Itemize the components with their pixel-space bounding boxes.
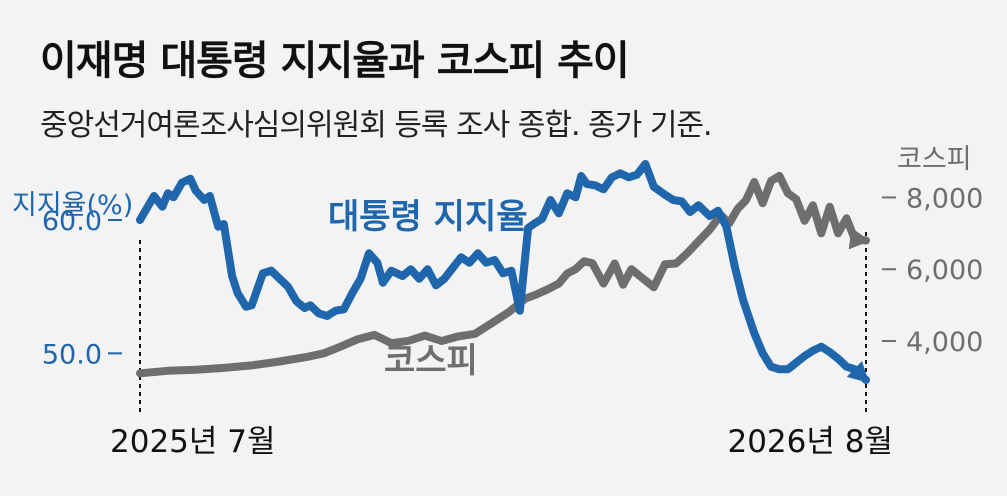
- approval-end-arrow-icon: [846, 361, 869, 383]
- kospi-line: [136, 171, 870, 378]
- approval-series-label: 대통령 지지율: [328, 197, 528, 237]
- left-axis-title: 지지율(%): [12, 190, 133, 221]
- right-tick-label: 4,000: [906, 327, 983, 358]
- right-tick-label: 6,000: [906, 255, 983, 286]
- right-axis-title: 코스피: [897, 144, 972, 175]
- left-tick-label: 50.0: [42, 339, 102, 370]
- left-tick-label: 60.0: [42, 206, 102, 237]
- series-layer: [136, 160, 870, 384]
- x-end-label: 2026년 8월: [727, 424, 893, 460]
- kospi-series-label: 코스피: [384, 341, 478, 381]
- axes-layer: 지지율(%) 코스피 2025년 7월 2026년 8월: [12, 144, 972, 460]
- approval-rating-line: [136, 160, 870, 384]
- x-start-label: 2025년 7월: [110, 424, 276, 460]
- ticks-layer: 60.0 50.0 8,000 6,000 4,000: [42, 183, 983, 370]
- kospi-end-arrow-icon: [848, 227, 870, 250]
- chart-subtitle: 중앙선거여론조사심의위원회 등록 조사 종합. 종가 기준.: [40, 108, 713, 143]
- right-tick-label: 8,000: [906, 183, 983, 214]
- labels-layer: 대통령 지지율 코스피: [328, 197, 528, 381]
- chart-title: 이재명 대통령 지지율과 코스피 추이: [40, 38, 630, 84]
